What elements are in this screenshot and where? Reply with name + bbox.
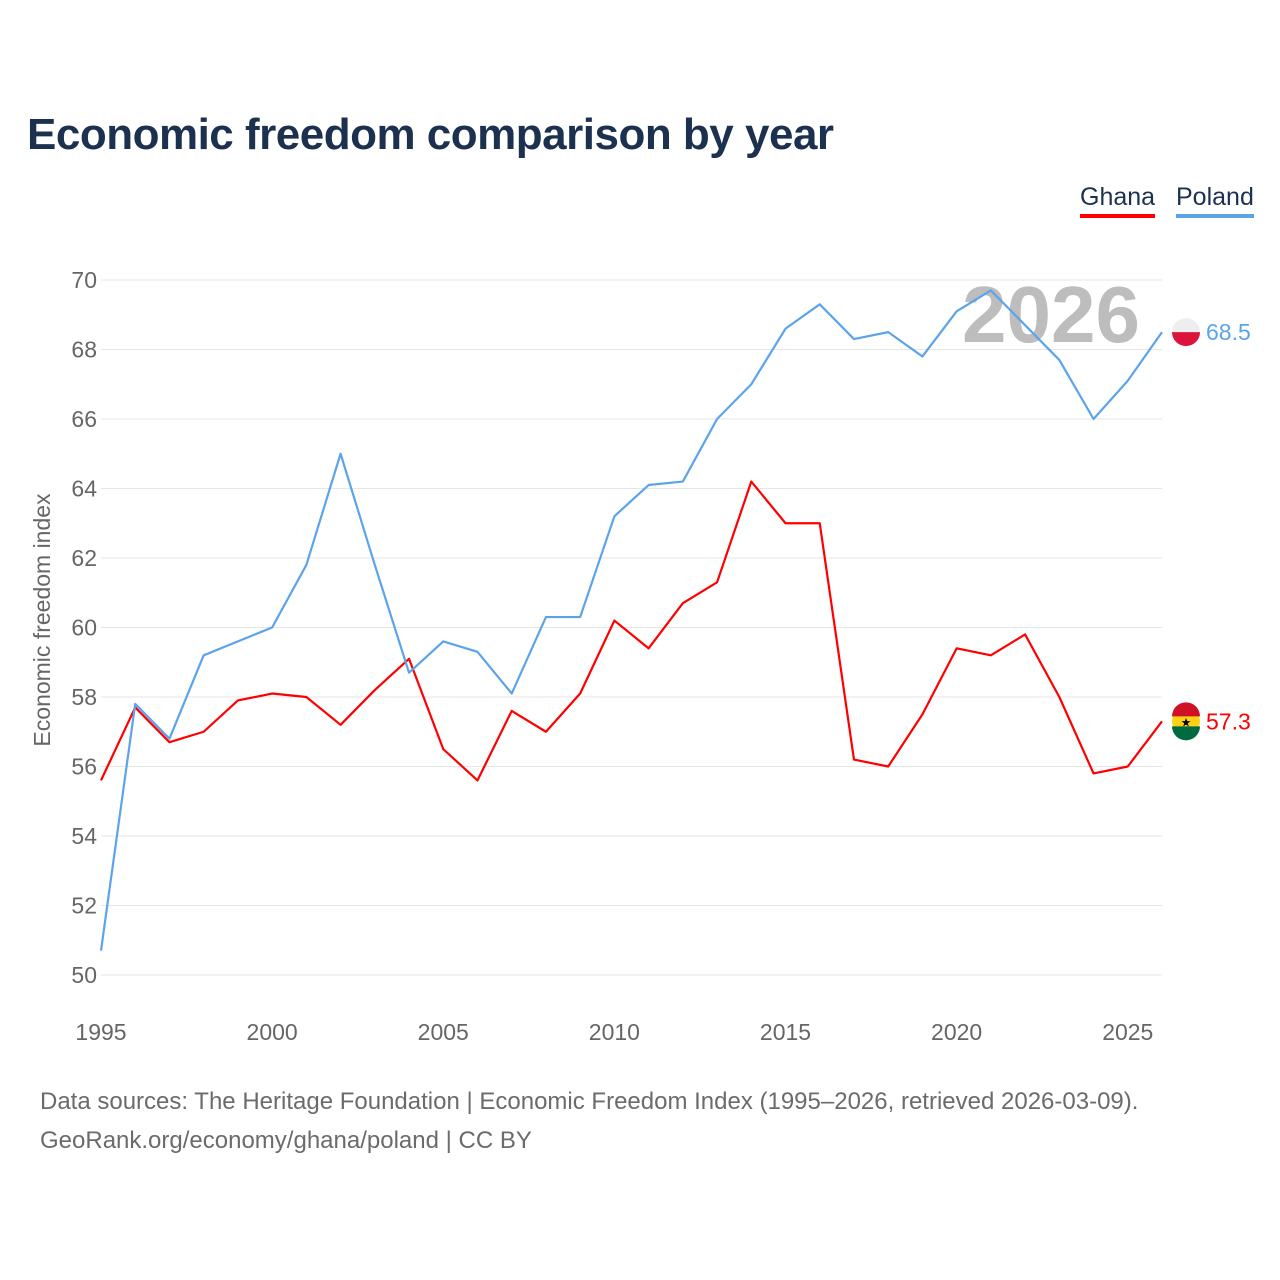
x-tick-label: 1995	[75, 1019, 126, 1045]
ghana-flag-green	[1172, 726, 1200, 741]
x-tick-label: 2015	[760, 1019, 811, 1045]
y-tick-label: 56	[71, 754, 97, 780]
y-tick-label: 54	[71, 823, 97, 849]
x-tick-label: 2025	[1102, 1019, 1153, 1045]
end-label-ghana: 57.3	[1206, 708, 1251, 734]
ghana-flag-red	[1172, 702, 1200, 717]
footer-credit[interactable]: GeoRank.org/economy/ghana/poland | CC BY	[40, 1127, 532, 1154]
year-watermark: 2026	[962, 270, 1140, 359]
y-tick-label: 60	[71, 615, 97, 641]
poland-flag-red	[1172, 332, 1200, 347]
y-tick-label: 68	[71, 337, 97, 363]
series-line-poland	[99, 289, 1163, 951]
footer-sources: Data sources: The Heritage Foundation | …	[40, 1088, 1139, 1115]
x-tick-label: 2010	[589, 1019, 640, 1045]
y-tick-label: 50	[71, 962, 97, 988]
legend-ghana[interactable]: Ghana	[1080, 183, 1156, 218]
y-axis-label: Economic freedom index	[29, 493, 55, 747]
legend-poland[interactable]: Poland	[1176, 183, 1254, 218]
y-tick-label: 64	[71, 476, 97, 502]
x-tick-label: 2020	[931, 1019, 982, 1045]
y-tick-label: 58	[71, 684, 97, 710]
x-tick-label: 2000	[247, 1019, 298, 1045]
x-tick-label: 2005	[418, 1019, 469, 1045]
end-label-poland: 68.5	[1206, 319, 1251, 345]
y-tick-label: 62	[71, 545, 97, 571]
y-tick-label: 52	[71, 893, 97, 919]
y-tick-label: 70	[71, 267, 97, 293]
series-line-ghana	[100, 480, 1163, 782]
chart-title: Economic freedom comparison by year	[27, 110, 834, 159]
ghana-flag-star: ★	[1181, 715, 1192, 729]
y-tick-label: 66	[71, 406, 97, 432]
